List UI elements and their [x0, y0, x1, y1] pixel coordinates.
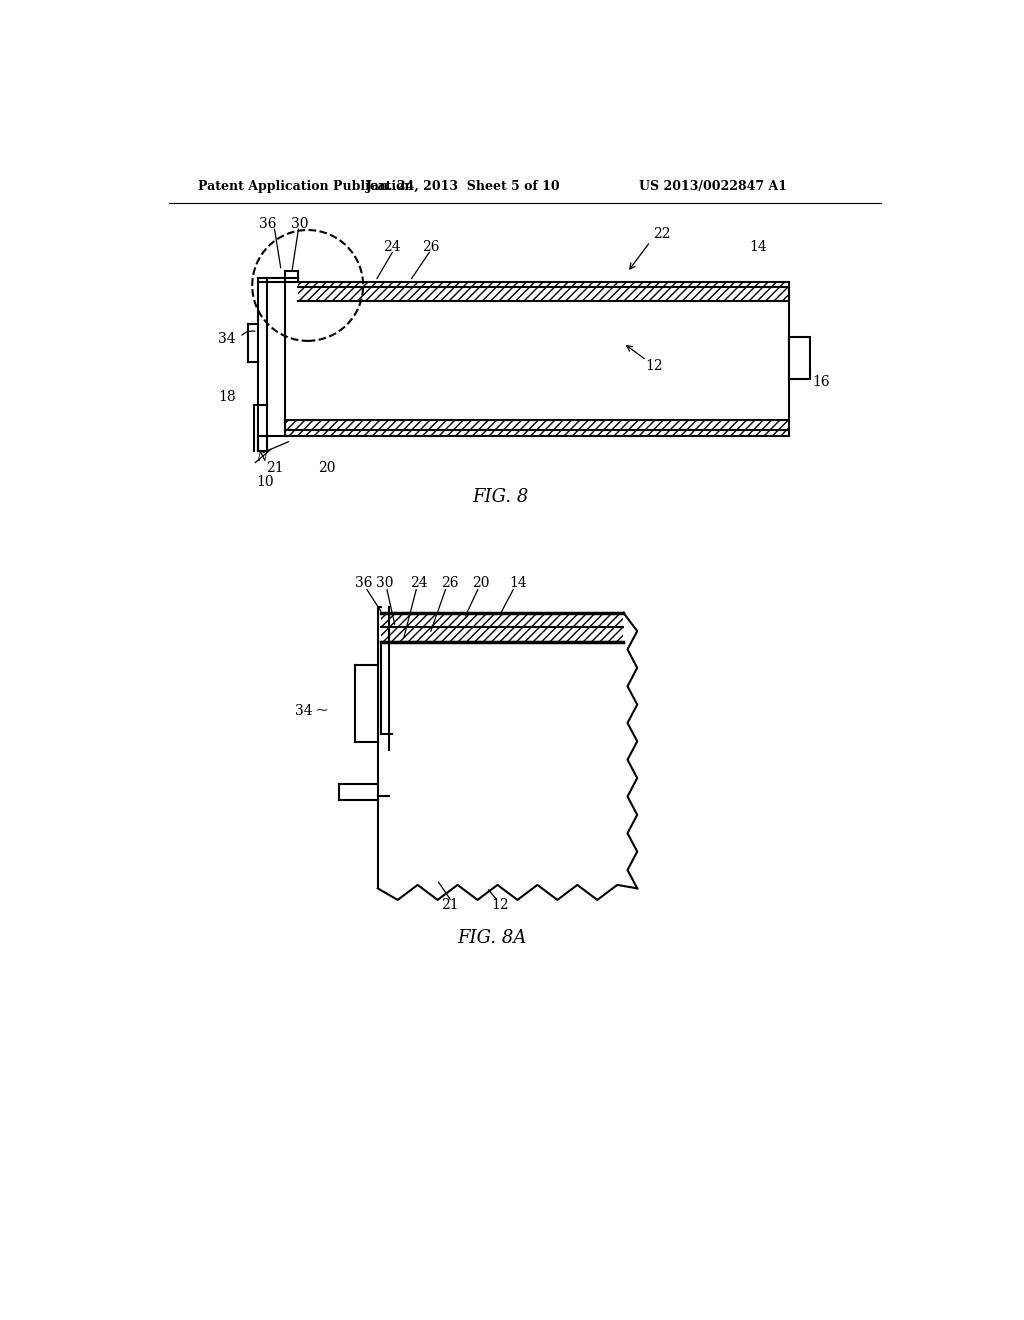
- Text: 30: 30: [291, 216, 308, 231]
- Text: 14: 14: [509, 577, 526, 590]
- Text: N: N: [256, 450, 267, 463]
- Text: 18: 18: [218, 391, 236, 404]
- Bar: [381, 612, 624, 642]
- Text: 10: 10: [256, 475, 274, 488]
- Text: ~: ~: [313, 701, 328, 718]
- Text: US 2013/0022847 A1: US 2013/0022847 A1: [639, 181, 786, 194]
- Text: FIG. 8A: FIG. 8A: [458, 929, 527, 948]
- Text: Patent Application Publication: Patent Application Publication: [199, 181, 414, 194]
- Text: 24: 24: [411, 577, 428, 590]
- Text: 21: 21: [441, 899, 459, 912]
- Text: 24: 24: [384, 240, 401, 253]
- Text: 22: 22: [653, 227, 671, 240]
- Text: Jan. 24, 2013  Sheet 5 of 10: Jan. 24, 2013 Sheet 5 of 10: [366, 181, 560, 194]
- Text: 16: 16: [812, 375, 830, 388]
- Text: 12: 12: [645, 359, 663, 374]
- Text: 20: 20: [472, 577, 489, 590]
- Text: 21: 21: [266, 461, 284, 475]
- Text: FIG. 8: FIG. 8: [472, 488, 528, 506]
- Bar: [788, 337, 810, 379]
- Text: 34: 34: [218, 333, 236, 346]
- Text: 36: 36: [259, 216, 276, 231]
- Bar: [285, 420, 788, 436]
- Text: 34: 34: [295, 705, 312, 718]
- Text: 30: 30: [376, 577, 393, 590]
- Bar: [298, 281, 788, 301]
- Text: 14: 14: [750, 240, 767, 253]
- Text: 26: 26: [422, 240, 439, 253]
- Text: 26: 26: [441, 577, 459, 590]
- Text: 12: 12: [492, 899, 509, 912]
- Text: 20: 20: [318, 461, 336, 475]
- Text: 36: 36: [355, 577, 373, 590]
